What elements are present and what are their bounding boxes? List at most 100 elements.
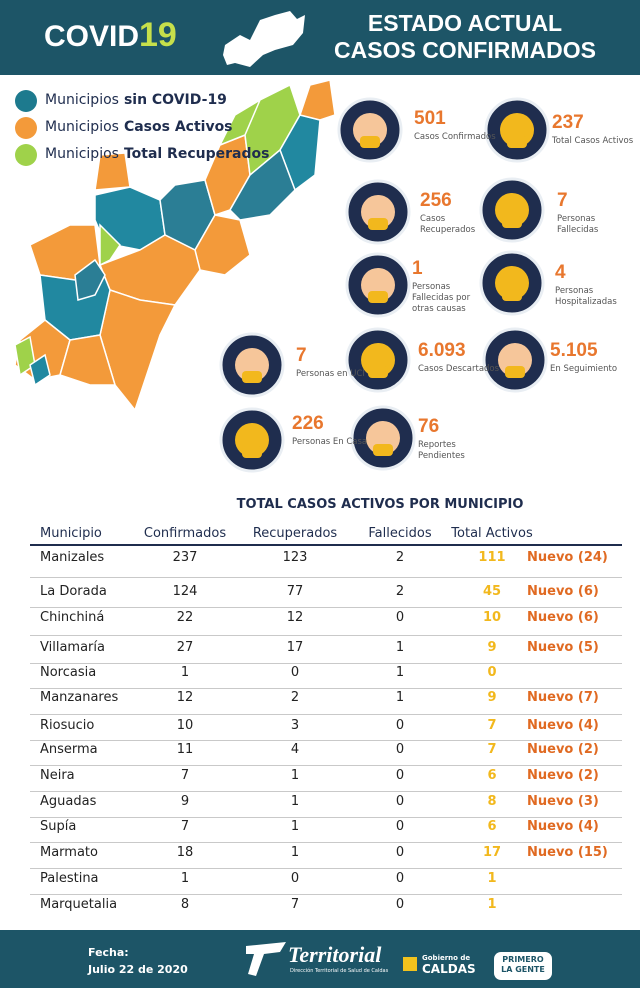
stat-label: En Seguimiento <box>550 364 618 374</box>
stat-label: Personas En Casa <box>292 437 368 447</box>
cell: 0 <box>395 742 405 757</box>
cell: 123 <box>282 550 308 565</box>
stat-label: Personas Fallecidas por otras causas <box>412 282 471 314</box>
stat-value: 501 <box>414 108 446 129</box>
cell: 2 <box>395 550 405 565</box>
table-title: TOTAL CASOS ACTIVOS POR MUNICIPIO <box>236 497 524 512</box>
stat-label: Personas Fallecidas <box>557 214 599 235</box>
legend-prefix: Municipios <box>45 146 119 162</box>
cell: 124 <box>172 584 198 599</box>
icon <box>507 136 527 148</box>
cell: 77 <box>286 584 304 599</box>
cell: 1 <box>487 871 497 886</box>
date: Julio 22 de 2020 <box>88 963 188 976</box>
cell: 12 <box>286 610 304 625</box>
row-line <box>30 662 622 664</box>
icon <box>360 136 380 148</box>
column-header: Total Activos <box>451 526 533 541</box>
slogan-badge <box>494 952 552 980</box>
map-silhouette <box>223 11 305 67</box>
cell: 0 <box>395 718 405 733</box>
row-line <box>30 635 622 636</box>
cell: 4 <box>290 742 300 757</box>
row-line <box>30 816 622 818</box>
title-covid: COVID <box>44 20 140 53</box>
row-line <box>30 894 622 895</box>
legend-label: Total Recuperados <box>123 146 270 162</box>
cell: 1 <box>395 690 405 705</box>
cell: 9 <box>180 794 190 809</box>
new-cases: Nuevo (6) <box>527 610 599 625</box>
municipality: Marquetalia <box>40 897 118 912</box>
legend-label: Casos Activos <box>123 119 233 135</box>
cell: 237 <box>172 550 198 565</box>
municipality: La Dorada <box>40 584 107 599</box>
new-cases: Nuevo (15) <box>527 845 608 860</box>
cell: 0 <box>395 768 405 783</box>
slogan: PRIMERO <box>502 955 544 964</box>
cell: 1 <box>395 665 405 680</box>
new-cases: Nuevo (6) <box>527 584 599 599</box>
slogan: LA GENTE <box>501 965 545 974</box>
municipality: Norcasia <box>40 665 97 680</box>
stat-value: 76 <box>418 416 440 437</box>
cell: 8 <box>487 794 497 809</box>
cell: 11 <box>176 742 194 757</box>
municipality: Palestina <box>40 871 99 886</box>
cell: 0 <box>395 610 405 625</box>
row-line <box>30 791 622 792</box>
cell: 0 <box>395 845 405 860</box>
cell: 22 <box>176 610 194 625</box>
legend-prefix: Municipios <box>45 119 119 135</box>
new-cases: Nuevo (3) <box>527 794 599 809</box>
table: Municipio Confirmados Recuperados Fallecido… <box>30 526 622 912</box>
icon <box>505 366 525 378</box>
cell: 3 <box>290 718 300 733</box>
new-cases: Nuevo (5) <box>527 640 599 655</box>
stat-label: Personas Hospitalizadas <box>555 286 617 307</box>
row-line <box>30 842 622 843</box>
cell: 1 <box>290 819 300 834</box>
map <box>14 79 336 412</box>
municipality: Supía <box>40 819 77 834</box>
column-header: Municipio <box>40 526 102 541</box>
icon <box>242 446 262 458</box>
municipality: Villamaría <box>40 640 105 655</box>
gov-name: CALDAS <box>422 962 476 976</box>
row-line <box>30 607 622 608</box>
cell: 6 <box>487 819 497 834</box>
new-cases: Nuevo (4) <box>527 718 599 733</box>
legend-dot <box>15 90 37 112</box>
cell: 10 <box>176 718 194 733</box>
brand: Territorial <box>288 942 382 967</box>
subtitle: CASOS CONFIRMADOS <box>334 37 596 63</box>
cell: 9 <box>487 690 497 705</box>
date-label: Fecha: <box>88 946 129 959</box>
stat-icons <box>219 97 550 473</box>
logo <box>246 942 286 976</box>
cell: 8 <box>180 897 190 912</box>
cell: 0 <box>395 871 405 886</box>
cell: 7 <box>180 819 190 834</box>
cell: 6 <box>487 768 497 783</box>
legend-item: Municipios Casos Activos <box>45 119 233 135</box>
cell: 27 <box>176 640 194 655</box>
cell: 0 <box>487 665 497 680</box>
row-line <box>30 765 622 766</box>
municipality: Manizales <box>40 550 105 565</box>
new-cases: Nuevo (2) <box>527 742 599 757</box>
stat-label: Personas en UCI <box>296 369 365 379</box>
stat-value: 5.105 <box>550 340 598 361</box>
municipality: Manzanares <box>40 690 119 705</box>
municipality: Aguadas <box>40 794 97 809</box>
stat-value: 237 <box>552 112 584 133</box>
stat-value: 1 <box>412 258 423 279</box>
icon <box>242 371 262 383</box>
cell: 18 <box>176 845 194 860</box>
row-line <box>30 687 622 689</box>
title-19: 19 <box>139 16 177 54</box>
icon <box>502 216 522 228</box>
new-cases: Nuevo (2) <box>527 768 599 783</box>
cell: 9 <box>487 640 497 655</box>
